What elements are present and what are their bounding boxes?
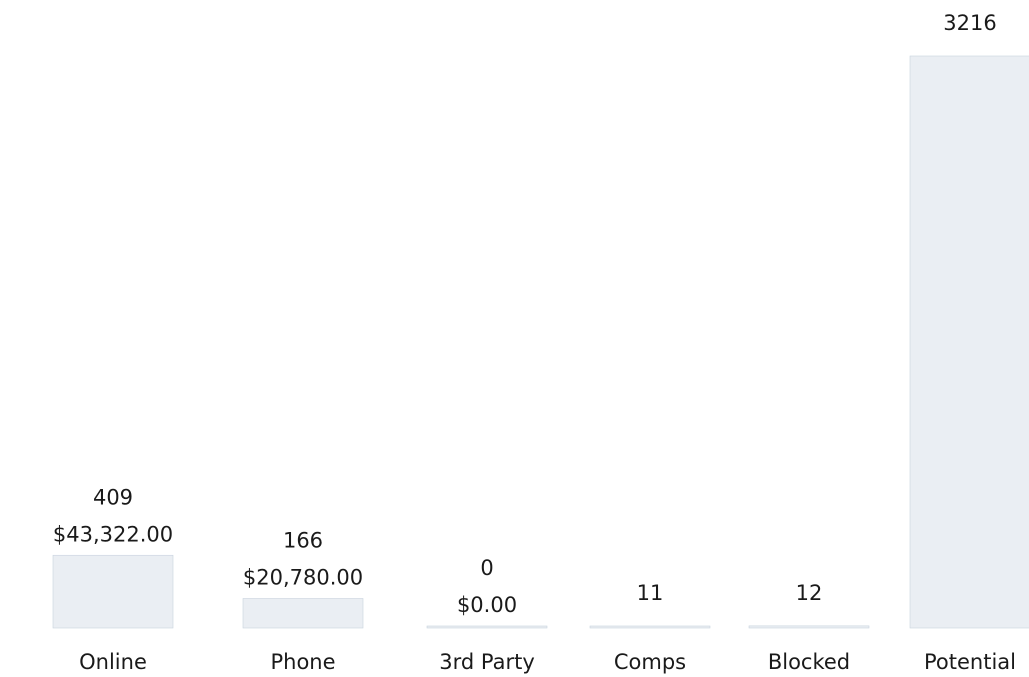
- value-label-blocked: 12: [796, 581, 823, 605]
- value-label-online: 409: [93, 485, 133, 509]
- bar-online: [52, 554, 174, 629]
- category-label-online: Online: [79, 650, 147, 674]
- category-label-3rd-party: 3rd Party: [439, 650, 535, 674]
- amount-label-phone: $20,780.00: [243, 565, 363, 589]
- value-label-potential: 3216: [943, 11, 996, 35]
- bar-phone: [242, 598, 364, 629]
- bars-group: [52, 55, 1029, 629]
- category-label-comps: Comps: [614, 650, 686, 674]
- category-label-blocked: Blocked: [768, 650, 850, 674]
- bar-comps: [589, 625, 711, 629]
- bar-potential: [909, 55, 1029, 629]
- category-label-phone: Phone: [270, 650, 335, 674]
- value-label-phone: 166: [283, 528, 323, 552]
- value-label-3rd-party: 0: [480, 556, 493, 580]
- category-label-potential: Potential: [924, 650, 1016, 674]
- value-label-comps: 11: [637, 581, 664, 605]
- bar-3rd-party: [426, 625, 548, 629]
- amount-label-online: $43,322.00: [53, 522, 173, 546]
- amount-label-3rd-party: $0.00: [457, 593, 517, 617]
- labels-group: 409 $43,322.00 Online 166 $20,780.00 Phone 0 $0…: [53, 11, 1016, 674]
- bar-blocked: [748, 625, 870, 629]
